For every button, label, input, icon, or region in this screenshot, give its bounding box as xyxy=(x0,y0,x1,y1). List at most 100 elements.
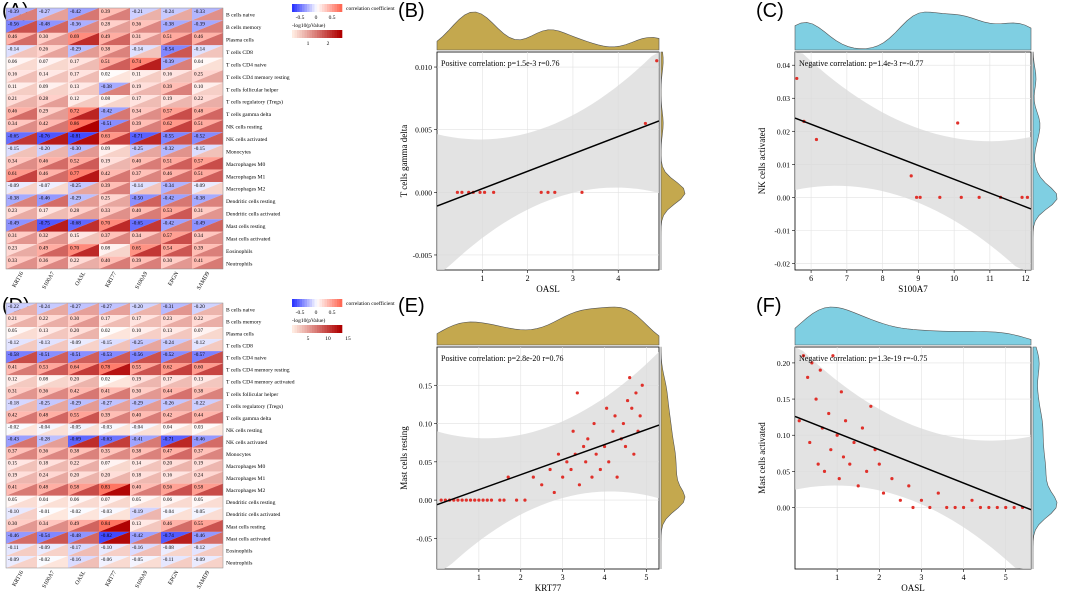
legend-swatch-sig xyxy=(297,325,300,333)
data-point xyxy=(485,498,489,502)
heatmap-cell-value: -0.27 xyxy=(101,304,112,310)
heatmap-cell-sig xyxy=(192,495,223,508)
data-point xyxy=(477,498,481,502)
heatmap-cell-value: 0.34 xyxy=(194,233,203,239)
heatmap-col-label: KRT77 xyxy=(105,271,119,289)
scatter-panel-c: 6 7 8 9 10 11 12 -0.02 -0.01 0.00 0.01 0.02 0.03 0.04… xyxy=(757,11,1058,294)
heatmap-cell-coef xyxy=(68,70,99,83)
heatmap-cell-sig xyxy=(37,315,68,328)
heatmap-row-label: T cells regulatory (Tregs) xyxy=(226,403,283,410)
heatmap-cell-coef xyxy=(192,206,223,220)
heatmap-cell-value: 0.72 xyxy=(70,109,79,115)
data-point xyxy=(848,462,852,466)
heatmap-cell-value: 0.05 xyxy=(8,497,17,503)
heatmap-cell-value: 0.42 xyxy=(39,121,48,127)
heatmap-cell-value: 0.62 xyxy=(163,364,172,370)
data-point xyxy=(843,419,848,423)
heatmap-row-label: Eosinophils xyxy=(226,548,252,554)
heatmap-cell-value: -0.50 xyxy=(132,196,143,202)
legend-swatch-coef xyxy=(322,4,325,12)
heatmap-cell-value: -0.04 xyxy=(132,425,143,431)
data-point xyxy=(814,397,818,401)
legend-swatch-sig xyxy=(312,325,315,333)
heatmap-cell-value: 0.46 xyxy=(8,34,17,40)
heatmap-cell-sig xyxy=(161,531,192,544)
data-point xyxy=(632,452,636,456)
heatmap-cell-coef xyxy=(192,435,223,448)
heatmap-cell-sig xyxy=(130,459,161,472)
heatmap-cell-sig xyxy=(68,157,99,170)
heatmap-row-label: T cells follicular helper xyxy=(226,86,278,93)
heatmap-cell-value: 0.22 xyxy=(70,258,79,264)
heatmap-cell-value: 0.36 xyxy=(39,449,48,455)
heatmap-cell-sig xyxy=(161,256,192,269)
heatmap-cell-value: 0.49 xyxy=(70,521,79,527)
heatmap-cell-sig xyxy=(6,8,37,21)
heatmap-cell-coef xyxy=(192,447,223,460)
data-point xyxy=(995,505,999,510)
legend-swatch-coef xyxy=(332,4,335,12)
marginal-density-top xyxy=(436,11,660,51)
heatmap-cell-sig xyxy=(6,157,37,170)
heatmap-cell-coef xyxy=(161,107,192,120)
heatmap-cell-coef xyxy=(6,435,37,448)
legend-tick: 5 xyxy=(307,336,310,342)
heatmap-cell-value: -0.34 xyxy=(163,183,174,189)
x-axis-label: OASL xyxy=(536,284,560,294)
legend-swatch-coef xyxy=(292,4,295,12)
heatmap-cell-sig xyxy=(192,411,223,424)
data-point xyxy=(959,195,963,199)
heatmap-cell-value: 0.24 xyxy=(39,473,48,479)
heatmap-cell-value: 0.55 xyxy=(194,521,203,527)
heatmap-cell-sig xyxy=(37,32,68,46)
heatmap-cell-sig xyxy=(68,303,99,316)
heatmap-col-label: KRT16 xyxy=(12,570,26,588)
x-tick-label: 11 xyxy=(986,274,994,283)
legend-swatch-coef xyxy=(329,299,333,307)
heatmap-col-label: S100A7 xyxy=(42,570,57,590)
heatmap-cell-coef xyxy=(99,206,130,220)
heatmap-cell-coef xyxy=(99,20,130,33)
data-point xyxy=(919,498,924,502)
legend-tick: 0.5 xyxy=(329,15,336,21)
heatmap-cell-value: -0.16 xyxy=(132,545,143,551)
heatmap-cell-coef xyxy=(6,20,37,33)
heatmap-cell-value: -0.12 xyxy=(194,340,205,346)
data-point xyxy=(621,421,625,426)
heatmap-cell-sig xyxy=(130,8,161,21)
heatmap-cell-value: 0.31 xyxy=(8,233,17,239)
heatmap-cell-value: 0.23 xyxy=(8,208,17,214)
heatmap-cell-sig xyxy=(161,219,192,232)
x-tick-label: 3 xyxy=(919,573,923,582)
legend-swatch-sig xyxy=(299,325,303,333)
panel-label-c: (C) xyxy=(756,0,784,22)
heatmap-cell-coef xyxy=(37,157,68,170)
heatmap-cell-value: 0.51 xyxy=(163,158,172,164)
heatmap-cell-value: 0.08 xyxy=(101,96,110,102)
correlation-annotation: Negative correlation: p=1.4e-3 r=-0.77 xyxy=(799,59,923,68)
heatmap-cell-value: 0.39 xyxy=(132,121,141,127)
heatmap-cell-value: -0.08 xyxy=(163,545,174,551)
heatmap-cell-sig xyxy=(161,423,192,436)
heatmap-col-label: EPGN xyxy=(167,569,180,586)
heatmap-cell-sig xyxy=(6,555,37,568)
heatmap-cell-value: 0.06 xyxy=(163,497,172,503)
y-tick-label: 0.005 xyxy=(415,126,432,135)
data-point xyxy=(590,475,594,479)
heatmap-cell-value: -0.01 xyxy=(39,509,50,515)
heatmap-cell-value: 0.28 xyxy=(101,22,110,28)
heatmap-cell-value: -0.29 xyxy=(70,196,81,202)
confidence-band xyxy=(795,52,1031,270)
heatmap-cell-coef xyxy=(37,483,68,496)
heatmap-col-label: SAMD9 xyxy=(196,271,211,291)
data-point xyxy=(577,483,582,487)
heatmap-cell-value: -0.38 xyxy=(194,196,205,202)
heatmap-cell-value: -0.55 xyxy=(163,134,174,140)
heatmap-cell-sig xyxy=(6,459,37,472)
heatmap-cell-value: 0.13 xyxy=(163,328,172,334)
scatter-panel-b: 1 2 3 4 -0.005 0.000 0.005 0.010 Positive correl… xyxy=(399,11,686,294)
heatmap-cell-coef xyxy=(68,206,99,220)
y-tick-label: -0.05 xyxy=(416,534,432,543)
heatmap-cell-value: 0.28 xyxy=(39,96,48,102)
heatmap-cell-sig xyxy=(68,107,99,120)
